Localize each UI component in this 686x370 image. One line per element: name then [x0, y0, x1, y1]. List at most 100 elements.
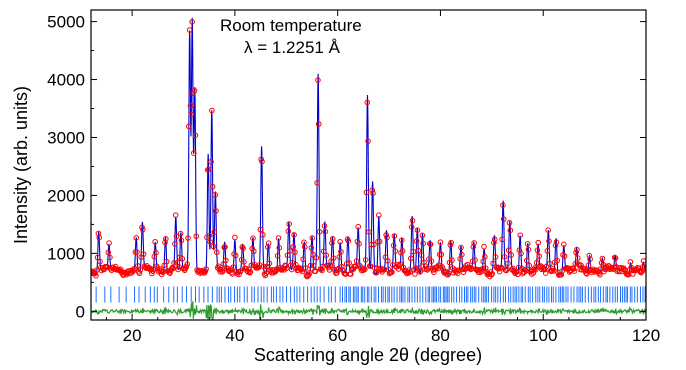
observed-point: [222, 244, 228, 250]
observed-point: [213, 208, 219, 214]
observed-point: [262, 272, 269, 279]
observed-point: [554, 257, 561, 264]
observed-point: [370, 190, 376, 197]
observed-point: [117, 266, 124, 273]
observed-point: [470, 244, 477, 250]
observed-point: [276, 245, 283, 251]
observed-point: [241, 259, 247, 265]
y-tick-label: 0: [76, 302, 85, 321]
observed-point: [322, 228, 329, 235]
observed-point: [251, 248, 257, 255]
observed-point: [498, 264, 505, 271]
observed-point: [553, 239, 560, 245]
observed-point: [584, 271, 590, 277]
observed-point: [627, 259, 634, 265]
observed-point: [375, 212, 382, 218]
observed-point: [337, 239, 343, 245]
observed-point: [311, 262, 317, 269]
observed-point: [231, 251, 237, 257]
observed-point: [265, 240, 272, 246]
observed-point: [586, 252, 593, 259]
observed-point: [412, 265, 419, 272]
data-layer: [91, 17, 646, 320]
observed-point: [312, 268, 319, 275]
observed-point: [257, 226, 264, 233]
observed-point: [152, 238, 158, 245]
observed-point: [542, 266, 548, 273]
observed-point: [505, 247, 512, 253]
observed-point: [505, 260, 511, 267]
observed-point: [338, 248, 344, 255]
observed-point: [315, 121, 322, 127]
observed-point: [107, 254, 113, 261]
observed-point: [523, 257, 530, 264]
observed-point: [643, 267, 646, 273]
observed-point: [574, 255, 581, 261]
plot-frame: [90, 9, 647, 321]
observed-point: [186, 27, 193, 33]
observed-point: [376, 238, 383, 245]
observed-point: [561, 253, 568, 259]
observed-point: [285, 228, 292, 235]
observed-point: [305, 272, 311, 279]
annotation-wavelength: λ = 1.2251 Å: [244, 38, 341, 57]
observed-point: [400, 264, 407, 271]
observed-point: [427, 241, 434, 248]
observed-point: [96, 234, 103, 241]
observed-point: [362, 257, 369, 263]
y-tick-label: 3000: [47, 128, 85, 147]
x-tick-label: 100: [529, 326, 557, 345]
observed-point: [286, 221, 292, 227]
observed-point: [547, 260, 553, 267]
observed-point: [209, 107, 215, 114]
observed-point: [437, 239, 444, 245]
observed-point: [597, 272, 603, 278]
observed-point: [599, 255, 606, 262]
observed-point: [362, 266, 368, 273]
observed-point: [571, 268, 578, 274]
observed-point: [230, 264, 237, 270]
observed-point: [501, 253, 508, 260]
observed-point: [500, 202, 506, 208]
observed-point: [140, 251, 147, 257]
observed-point: [170, 265, 177, 272]
observed-point: [558, 271, 565, 278]
observed-point: [212, 192, 218, 198]
x-tick-label: 20: [123, 326, 142, 345]
observed-point: [419, 232, 426, 239]
observed-point: [274, 253, 281, 259]
observed-point: [428, 258, 435, 264]
observed-point: [232, 252, 239, 259]
observed-point: [203, 266, 209, 272]
observed-point: [188, 111, 195, 118]
y-tick-label: 2000: [47, 186, 85, 205]
observed-point: [315, 77, 321, 83]
observed-point: [560, 241, 567, 248]
observed-point: [172, 212, 179, 218]
observed-point: [488, 271, 495, 278]
observed-point: [292, 261, 299, 268]
observed-point: [382, 254, 389, 260]
observed-point: [368, 241, 375, 248]
observed-point: [135, 263, 141, 269]
observed-point: [481, 243, 487, 250]
observed-point: [544, 248, 551, 254]
y-tick-label: 5000: [47, 13, 85, 32]
observed-point: [543, 263, 550, 270]
observed-point: [449, 257, 455, 263]
observed-point: [371, 241, 377, 248]
observed-point: [223, 257, 229, 264]
observed-point: [246, 269, 253, 276]
observed-point: [183, 263, 190, 270]
observed-point: [522, 266, 528, 273]
observed-point: [536, 253, 542, 260]
observed-point: [284, 252, 291, 259]
observed-point: [287, 248, 293, 254]
observed-point: [345, 238, 352, 244]
observed-point: [288, 266, 295, 273]
x-tick-label: 40: [225, 326, 244, 345]
x-axis-label: Scattering angle 2θ (degree): [254, 345, 482, 365]
observed-point: [97, 258, 103, 265]
observed-point: [106, 240, 112, 246]
x-tick-label: 80: [431, 326, 450, 345]
